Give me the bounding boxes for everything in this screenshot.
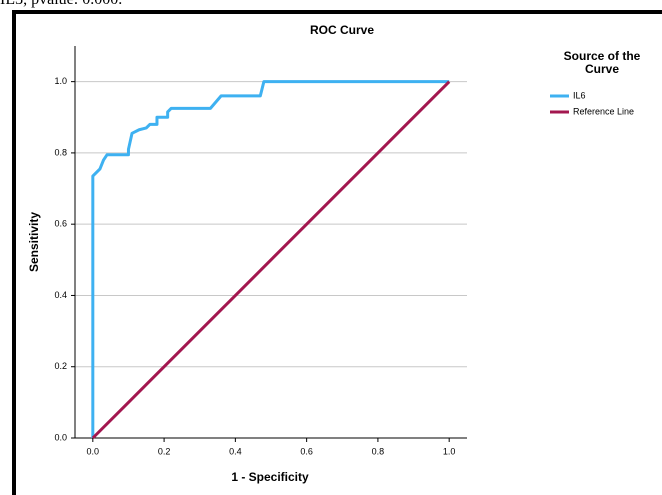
chart-title: ROC Curve (310, 23, 374, 37)
legend-label: IL6 (573, 90, 586, 100)
legend-label: Reference Line (573, 106, 634, 116)
caption: IL3, pvalue: 0.000. (0, 0, 122, 9)
x-tick-label: 0.2 (158, 446, 171, 456)
y-tick-label: 1.0 (54, 76, 67, 86)
y-tick-label: 0.8 (54, 147, 67, 157)
frame (12, 10, 662, 495)
y-tick-label: 0.2 (54, 361, 67, 371)
y-tick-label: 0.6 (54, 219, 67, 229)
x-tick-label: 0.8 (372, 446, 385, 456)
legend-title: Source of the Curve (563, 49, 641, 76)
y-tick-label: 0.4 (54, 290, 67, 300)
y-axis-label: Sensitivity (27, 212, 41, 272)
x-tick-label: 0.0 (87, 446, 100, 456)
x-tick-label: 0.4 (229, 446, 242, 456)
x-tick-label: 0.6 (300, 446, 313, 456)
x-axis-label: 1 - Specificity (231, 470, 309, 484)
y-tick-label: 0.0 (54, 432, 67, 442)
roc-line (91, 80, 450, 438)
x-tick-label: 1.0 (443, 446, 456, 456)
roc-line (91, 80, 451, 440)
